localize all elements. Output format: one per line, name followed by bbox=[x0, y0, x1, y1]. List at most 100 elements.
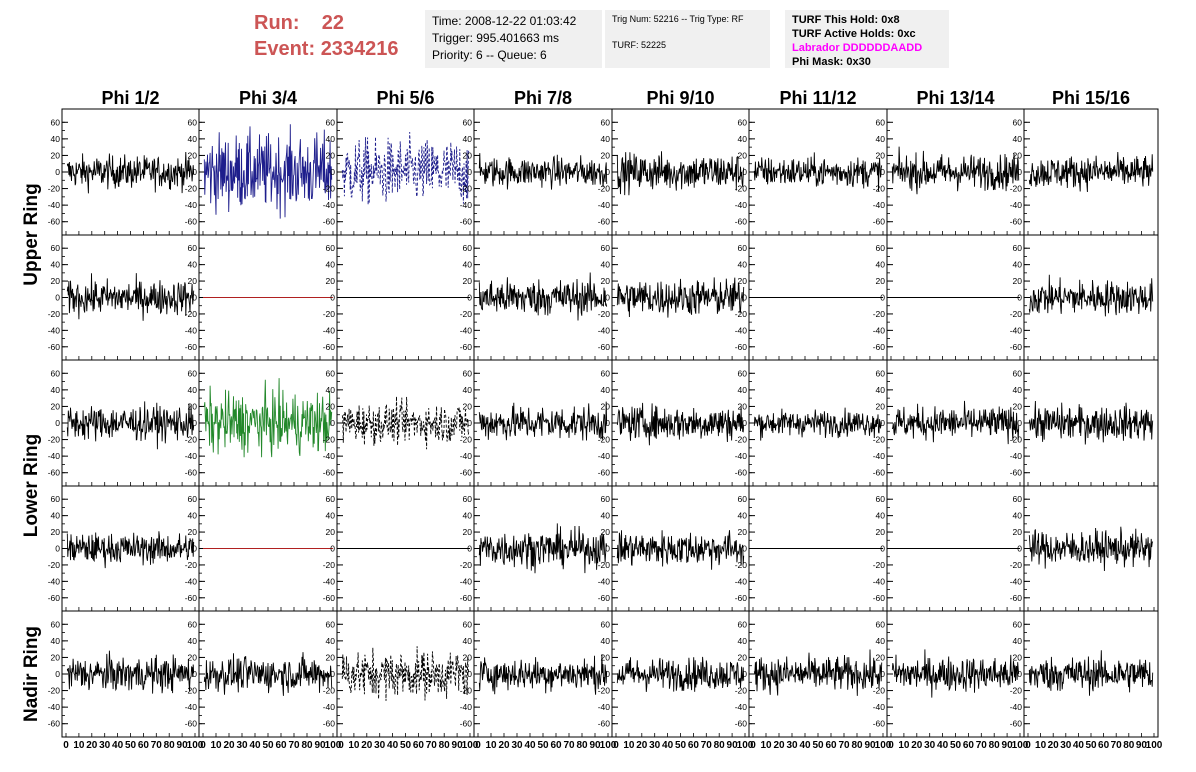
x-tick-label: 100 bbox=[1012, 740, 1029, 751]
turf-info-box: TURF This Hold: 0x8 TURF Active Holds: 0… bbox=[785, 10, 949, 68]
y-tick-label: 40 bbox=[326, 260, 336, 270]
y-tick-label: 20 bbox=[326, 652, 336, 662]
y-tick-label: 0 bbox=[742, 167, 747, 177]
waveform-trace bbox=[341, 646, 470, 701]
y-tick-label: 40 bbox=[1013, 385, 1023, 395]
y-tick-label: -20 bbox=[323, 686, 336, 696]
y-tick-label: 60 bbox=[463, 117, 473, 127]
y-tick-label: 20 bbox=[1013, 527, 1023, 537]
y-tick-label: -60 bbox=[598, 593, 611, 603]
y-tick-label: 40 bbox=[601, 636, 611, 646]
y-tick-label: 20 bbox=[738, 652, 748, 662]
y-tick-label: 20 bbox=[876, 652, 886, 662]
y-tick-label: 0 bbox=[330, 167, 335, 177]
run-label: Run: bbox=[254, 12, 300, 34]
x-tick-label: 30 bbox=[649, 740, 661, 751]
y-tick-label: 0 bbox=[1017, 544, 1022, 554]
y-tick-label: -20 bbox=[735, 435, 748, 445]
waveform-trace bbox=[616, 530, 745, 570]
y-tick-label: -20 bbox=[323, 435, 336, 445]
waveform-panel: -60 -40 -20 0 20 40 60 bbox=[598, 485, 750, 612]
y-tick-label: -20 bbox=[598, 309, 611, 319]
y-tick-label: 40 bbox=[188, 511, 198, 521]
x-tick-label: 100 bbox=[875, 740, 892, 751]
waveform-trace bbox=[478, 272, 608, 321]
panel-frame bbox=[1023, 359, 1159, 487]
x-tick-label: 30 bbox=[1060, 740, 1072, 751]
ring-label: Lower Ring bbox=[21, 434, 42, 537]
y-tick-label: 40 bbox=[188, 134, 198, 144]
x-tick-label: 20 bbox=[1048, 740, 1060, 751]
y-tick-label: 0 bbox=[467, 418, 472, 428]
x-tick-label: 70 bbox=[151, 740, 163, 751]
x-tick-label: 40 bbox=[249, 740, 261, 751]
y-tick-label: 0 bbox=[1017, 418, 1022, 428]
turf-active-holds-text: TURF Active Holds: 0xc bbox=[792, 28, 916, 40]
y-tick-label: -60 bbox=[1010, 468, 1023, 478]
waveform-trace bbox=[478, 654, 608, 695]
waveform-panel: -60 -40 -20 0 20 40 60 bbox=[598, 108, 750, 236]
y-tick-label: 20 bbox=[601, 527, 611, 537]
y-tick-label: 40 bbox=[463, 385, 473, 395]
y-tick-label: -40 bbox=[1010, 325, 1023, 335]
x-tick-label: 100 bbox=[737, 740, 754, 751]
y-tick-label: -20 bbox=[323, 560, 336, 570]
ring-label: Upper Ring bbox=[21, 183, 42, 285]
y-tick-label: 60 bbox=[51, 368, 61, 378]
y-tick-label: 20 bbox=[1013, 150, 1023, 160]
waveform-trace bbox=[1028, 526, 1154, 572]
y-tick-label: -20 bbox=[48, 184, 61, 194]
waveform-panel: -60 -40 -20 0 20 40 60 bbox=[185, 108, 338, 236]
waveform-trace bbox=[203, 652, 333, 696]
y-tick-label: -40 bbox=[598, 576, 611, 586]
y-tick-label: -40 bbox=[735, 451, 748, 461]
x-tick-label: 40 bbox=[1073, 740, 1085, 751]
y-tick-label: 0 bbox=[605, 544, 610, 554]
run-value: 22 bbox=[321, 12, 345, 34]
y-tick-label: -40 bbox=[1010, 576, 1023, 586]
x-tick-label: 0 bbox=[200, 740, 206, 751]
y-tick-label: 20 bbox=[738, 527, 748, 537]
y-tick-label: 60 bbox=[876, 494, 886, 504]
y-tick-label: -20 bbox=[48, 560, 61, 570]
y-tick-label: 60 bbox=[1013, 243, 1023, 253]
y-tick-label: -20 bbox=[1010, 184, 1023, 194]
y-tick-label: 60 bbox=[876, 117, 886, 127]
trig-num-text: Trig Num: 52216 -- Trig Type: RF bbox=[612, 14, 744, 24]
y-tick-label: 0 bbox=[330, 669, 335, 679]
waveform-trace bbox=[66, 650, 195, 694]
x-tick-label: 80 bbox=[714, 740, 726, 751]
y-tick-label: -40 bbox=[323, 200, 336, 210]
y-tick-label: 0 bbox=[55, 167, 60, 177]
turf-this-hold-text: TURF This Hold: 0x8 bbox=[792, 14, 900, 26]
waveform-trace bbox=[1028, 151, 1154, 193]
y-tick-label: -20 bbox=[873, 184, 886, 194]
y-tick-label: 60 bbox=[326, 117, 336, 127]
waveform-panel: -60 -40 -20 0 20 40 60 bbox=[48, 234, 200, 361]
waveform-panel: -60 -40 -20 0 20 40 60 bbox=[48, 359, 200, 487]
y-tick-label: 0 bbox=[880, 418, 885, 428]
y-tick-label: 40 bbox=[601, 260, 611, 270]
y-tick-label: -40 bbox=[323, 451, 336, 461]
trigger-info-box: Trig Num: 52216 -- Trig Type: RF TURF: 5… bbox=[605, 10, 770, 68]
x-tick-label: 0 bbox=[888, 740, 894, 751]
y-tick-label: -60 bbox=[873, 593, 886, 603]
x-tick-label: 0 bbox=[1025, 740, 1031, 751]
y-tick-label: 20 bbox=[601, 401, 611, 411]
y-tick-label: 60 bbox=[1013, 117, 1023, 127]
y-tick-label: 20 bbox=[463, 527, 473, 537]
x-tick-label: 90 bbox=[177, 740, 189, 751]
waveform-panel: -60 -40 -20 0 20 40 60 bbox=[873, 234, 1025, 361]
y-tick-label: -20 bbox=[185, 560, 198, 570]
x-tick-label: 80 bbox=[164, 740, 176, 751]
y-tick-label: 60 bbox=[188, 494, 198, 504]
x-tick-label: 60 bbox=[963, 740, 975, 751]
y-tick-label: 40 bbox=[51, 260, 61, 270]
y-tick-label: -20 bbox=[185, 686, 198, 696]
x-tick-label: 90 bbox=[727, 740, 739, 751]
x-tick-label: 10 bbox=[485, 740, 497, 751]
x-tick-label: 30 bbox=[924, 740, 936, 751]
y-tick-label: 20 bbox=[1013, 401, 1023, 411]
y-tick-label: 20 bbox=[738, 276, 748, 286]
